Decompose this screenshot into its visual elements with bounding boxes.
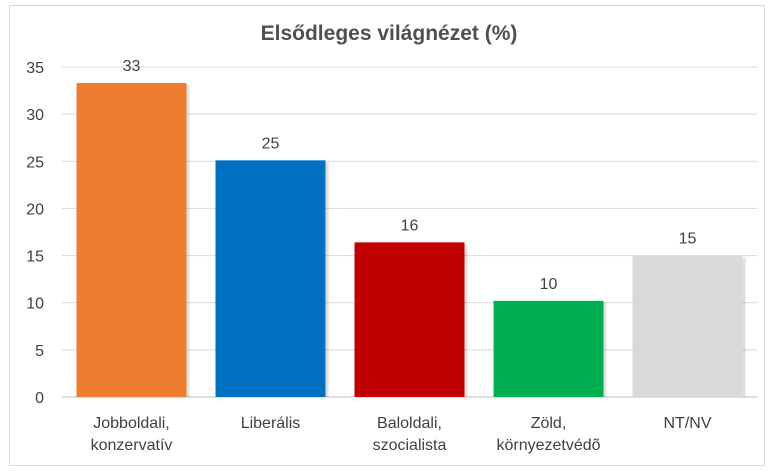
data-label: 16: [401, 217, 419, 234]
x-category-label: konzervatív: [91, 437, 173, 454]
y-tick-label: 15: [26, 249, 44, 266]
x-category-label: Zöld,: [531, 415, 567, 432]
y-tick-label: 35: [26, 60, 44, 77]
data-label: 25: [262, 135, 280, 152]
bar: [215, 160, 326, 397]
y-tick-label: 0: [35, 390, 44, 407]
y-tick-label: 30: [26, 107, 44, 124]
y-tick-label: 25: [26, 154, 44, 171]
chart-title: Elsődleges világnézet (%): [261, 22, 518, 45]
x-category-label: környezetvédõ: [496, 437, 600, 454]
y-tick-label: 5: [35, 343, 44, 360]
y-tick-label: 10: [26, 296, 44, 313]
x-category-label: Baloldali,: [377, 415, 442, 432]
x-category-label: Liberális: [241, 415, 301, 432]
x-category-label: Jobboldali,: [93, 415, 170, 432]
bar: [632, 255, 743, 397]
x-category-label: NT/NV: [664, 415, 712, 432]
bar: [76, 83, 187, 398]
bar: [354, 242, 465, 397]
y-tick-label: 20: [26, 201, 44, 218]
data-label: 15: [679, 231, 697, 248]
data-label: 33: [123, 58, 141, 75]
data-label: 10: [540, 276, 558, 293]
bar: [493, 300, 604, 397]
x-category-label: szocialista: [373, 437, 447, 454]
